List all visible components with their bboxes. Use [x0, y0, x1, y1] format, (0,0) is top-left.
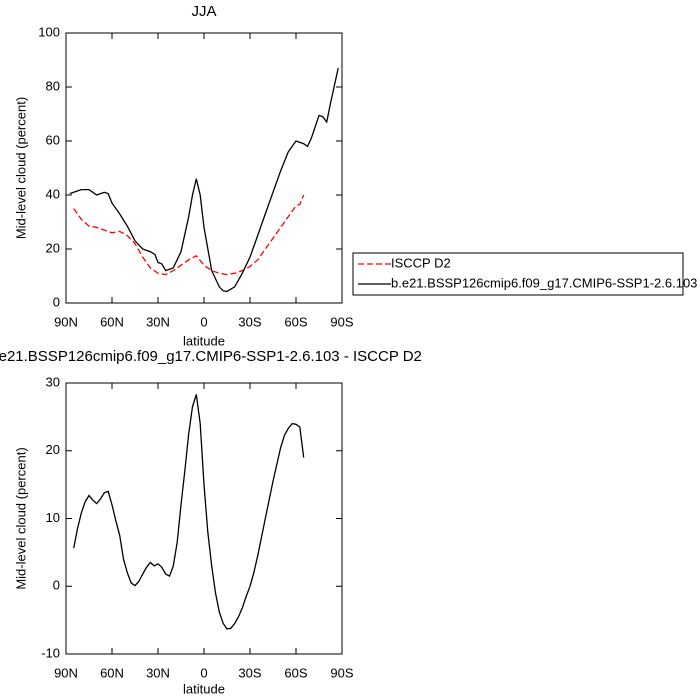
y-tick-label: -10 [41, 645, 60, 660]
y-tick-label: 60 [46, 132, 60, 147]
plot-frame [65, 32, 343, 304]
y-tick-label: 0 [53, 294, 60, 309]
x-tick-label: 60S [284, 314, 307, 329]
data-line [73, 194, 305, 276]
x-tick-label: 60N [100, 665, 124, 680]
x-tick-label: 60S [284, 665, 307, 680]
y-tick-label: 20 [46, 442, 60, 457]
x-tick-label: 0 [200, 314, 207, 329]
x-tick-label: 0 [200, 665, 207, 680]
x-axis-label: latitude [183, 681, 225, 696]
data-line [73, 394, 305, 630]
x-tick-label: 90N [54, 314, 78, 329]
x-tick-label: 30N [146, 314, 170, 329]
y-axis-label: Mid-level cloud (percent) [13, 97, 28, 239]
y-axis-label: Mid-level cloud (percent) [13, 447, 28, 589]
x-tick-label: 90S [330, 665, 353, 680]
x-tick-label: 30S [238, 314, 261, 329]
legend-box [352, 252, 684, 296]
y-tick-label: 40 [46, 186, 60, 201]
data-line [69, 67, 339, 293]
y-tick-label: 100 [38, 24, 60, 39]
x-tick-label: 30S [238, 665, 261, 680]
legend-label: b.e21.BSSP126cmip6.f09_g17.CMIP6-SSP1-2.… [391, 275, 697, 290]
y-tick-label: 80 [46, 78, 60, 93]
plot-frame [65, 382, 343, 655]
x-axis-label: latitude [183, 333, 225, 348]
x-tick-label: 90N [54, 665, 78, 680]
x-tick-label: 60N [100, 314, 124, 329]
chart-title: JJA [191, 3, 216, 20]
chart-title: b.e21.BSSP126cmip6.f09_g17.CMIP6-SSP1-2.… [0, 348, 422, 365]
x-tick-label: 30N [146, 665, 170, 680]
y-tick-label: 30 [46, 374, 60, 389]
x-tick-label: 90S [330, 314, 353, 329]
y-tick-label: 10 [46, 510, 60, 525]
y-tick-label: 20 [46, 240, 60, 255]
y-tick-label: 0 [53, 578, 60, 593]
legend-label: ISCCP D2 [391, 255, 451, 270]
